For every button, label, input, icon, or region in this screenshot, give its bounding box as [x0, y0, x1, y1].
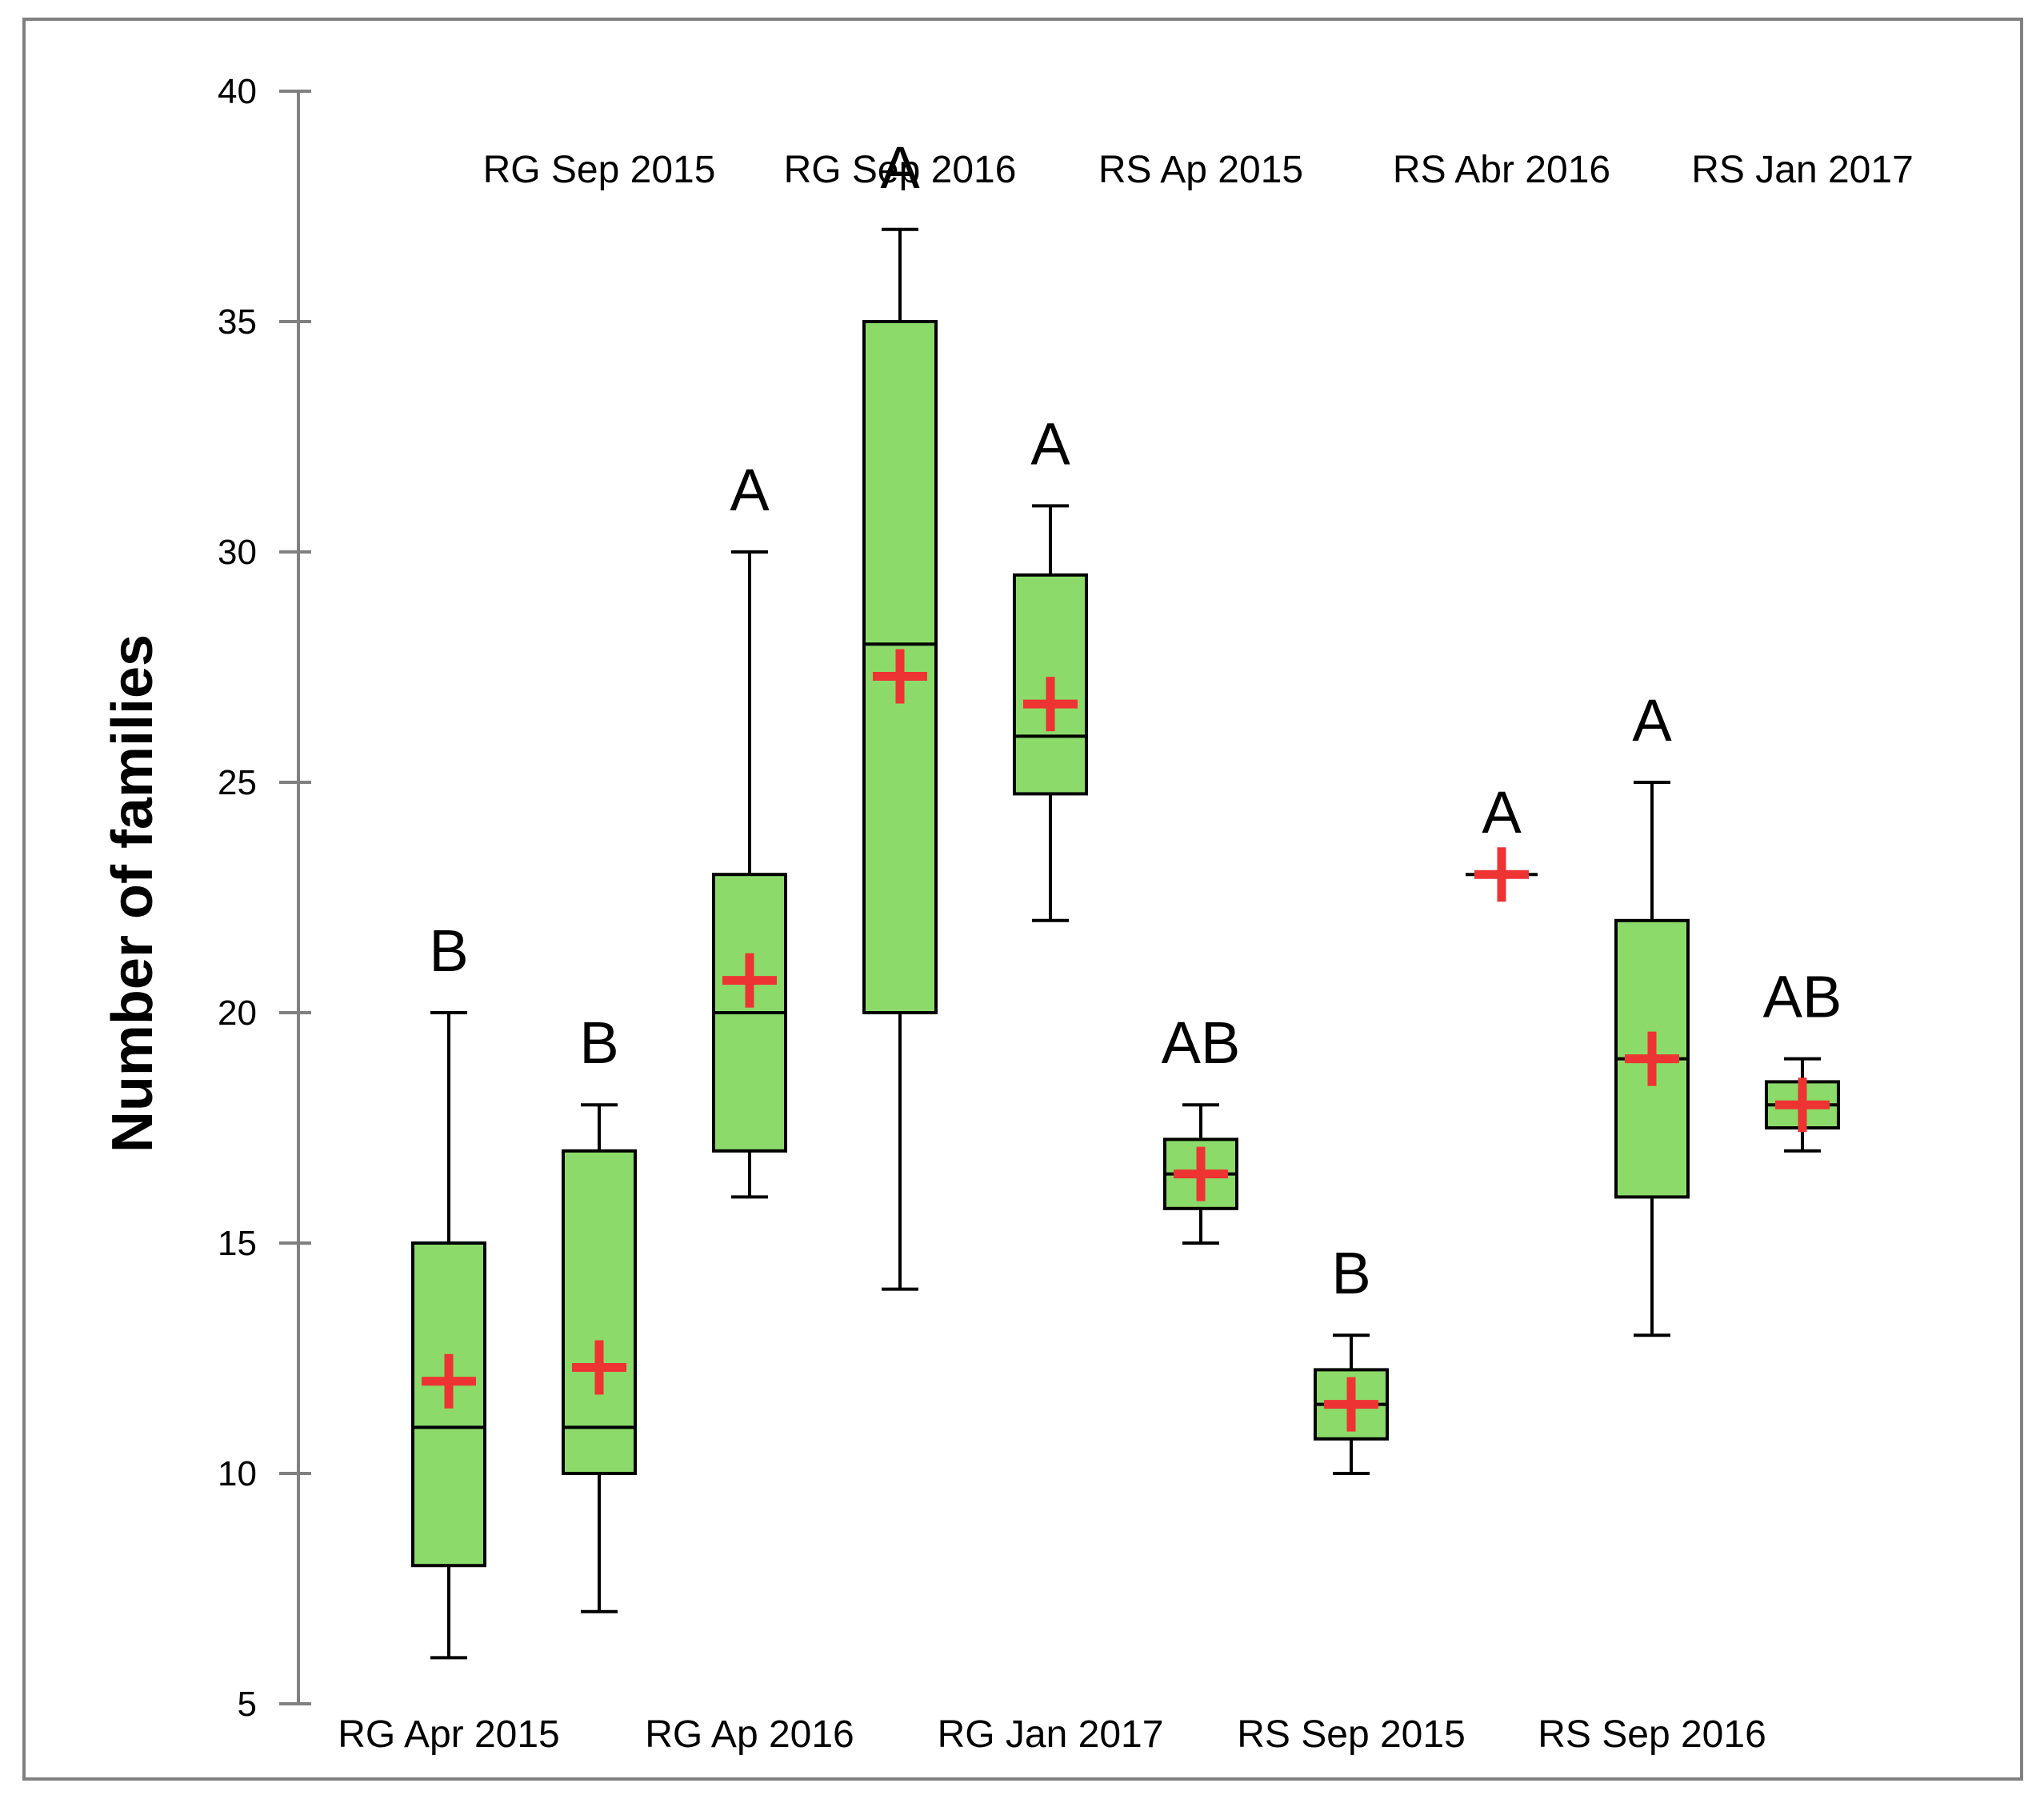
group-letters: B B A A A AB B A A AB [429, 134, 1842, 1306]
y-tick-label-30: 30 [218, 533, 257, 572]
group-letter-2: A [730, 457, 770, 523]
category-label-0: RG Apr 2015 [338, 1713, 560, 1756]
y-axis-title: Number of families [101, 634, 165, 1153]
category-label-1: RG Sep 2015 [483, 149, 716, 191]
group-letter-9: AB [1763, 964, 1842, 1030]
category-label-7: RS Abr 2016 [1393, 149, 1610, 191]
category-label-2: RG Ap 2016 [645, 1713, 854, 1756]
y-axis: 5 10 15 20 25 30 35 40 [218, 72, 311, 1724]
mean-markers [422, 649, 1830, 1432]
group-letter-6: B [1331, 1240, 1370, 1306]
group-letter-8: A [1632, 687, 1672, 754]
group-letter-3: A [880, 134, 920, 201]
y-tick-label-10: 10 [218, 1454, 257, 1493]
box-1 [562, 1149, 637, 1476]
y-tick-label-5: 5 [238, 1685, 257, 1724]
y-tick-label-25: 25 [218, 763, 257, 802]
y-tick-label-40: 40 [218, 72, 257, 111]
group-letter-5: AB [1162, 1009, 1241, 1076]
chart-frame [22, 18, 2023, 1781]
y-tick-label-35: 35 [218, 302, 257, 342]
category-label-6: RS Sep 2015 [1237, 1713, 1466, 1756]
y-tick-label-15: 15 [218, 1224, 257, 1263]
box-0 [411, 1241, 486, 1568]
category-label-5: RS Ap 2015 [1098, 149, 1303, 191]
group-letter-4: A [1030, 410, 1070, 477]
y-tick-label-20: 20 [218, 993, 257, 1033]
group-letter-1: B [579, 1009, 618, 1076]
group-letter-7: A [1482, 779, 1522, 846]
category-label-9: RS Jan 2017 [1691, 149, 1914, 191]
category-label-4: RG Jan 2017 [938, 1713, 1164, 1756]
group-letter-0: B [429, 917, 468, 984]
category-labels: RG Apr 2015 RG Sep 2015 RG Ap 2016 RG Sep 2… [338, 149, 1914, 1756]
whiskers [430, 227, 1821, 1660]
category-label-8: RS Sep 2016 [1538, 1713, 1766, 1756]
category-label-3: RG Sep 2016 [784, 149, 1017, 191]
